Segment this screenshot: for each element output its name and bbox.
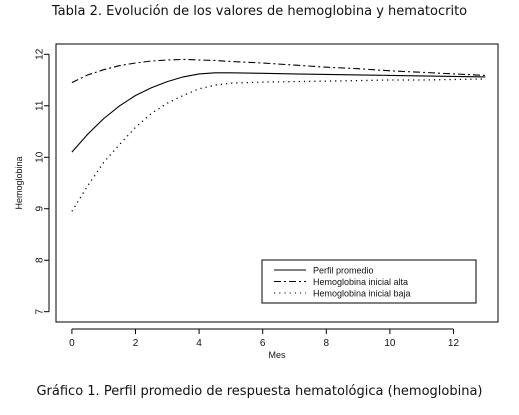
x-tick-label: 2 — [133, 338, 139, 349]
legend-box — [261, 259, 477, 304]
x-tick-label: 8 — [324, 338, 330, 349]
legend-entry-label: Hemoglobina inicial alta — [313, 277, 408, 287]
y-tick-label: 7 — [35, 308, 46, 314]
y-tick-label: 12 — [35, 48, 46, 60]
legend-entry-label: Hemoglobina inicial baja — [313, 289, 411, 299]
y-tick-label: 11 — [35, 100, 46, 111]
x-tick-label: 4 — [196, 338, 202, 349]
chart-table-title: Tabla 2. Evolución de los valores de hem… — [51, 4, 468, 19]
x-tick-label: 12 — [448, 338, 460, 349]
x-tick-label: 0 — [69, 338, 75, 349]
figure-caption: Gráfico 1. Perfil promedio de respuesta … — [36, 384, 483, 399]
series-line-1 — [71, 72, 486, 153]
x-axis-label: Mes — [268, 350, 286, 360]
x-tick-label: 10 — [384, 338, 396, 349]
legend-entry-label: Perfil promedio — [313, 266, 374, 276]
x-tick-label: 6 — [260, 338, 266, 349]
y-tick-label: 9 — [35, 206, 46, 212]
y-tick-label: 10 — [35, 151, 46, 163]
y-axis-label: Hemoglobina — [14, 156, 24, 209]
series-line-2 — [71, 58, 486, 84]
series-line-3 — [71, 78, 486, 212]
y-tick-label: 8 — [35, 257, 46, 263]
plot-frame — [55, 43, 499, 323]
